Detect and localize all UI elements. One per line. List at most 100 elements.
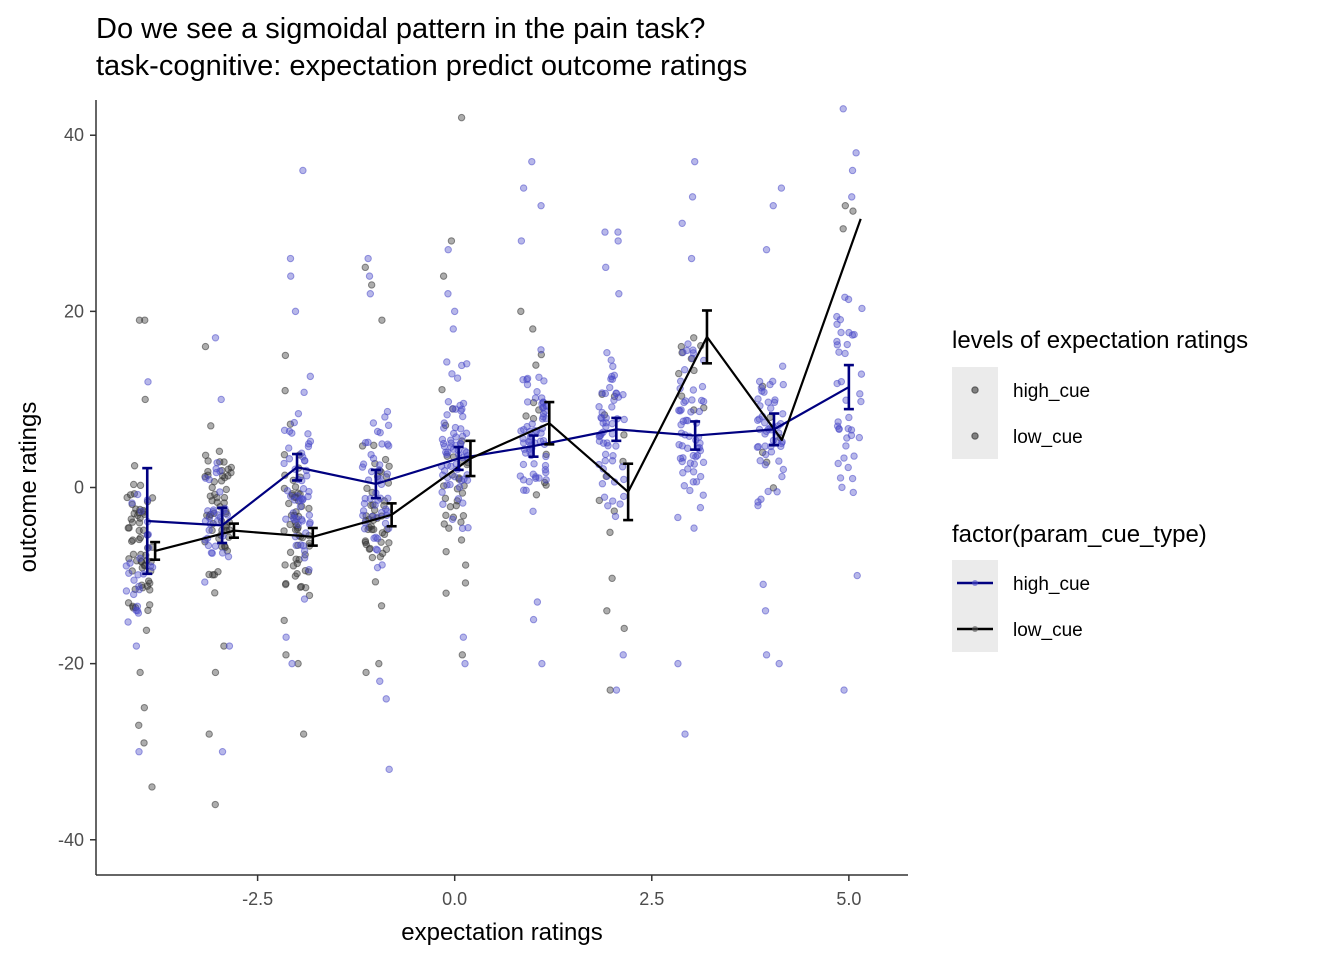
data-point-high-cue <box>600 493 609 501</box>
data-point-high-cue <box>306 372 315 381</box>
data-point-high-cue <box>291 496 299 504</box>
data-point-high-cue <box>134 571 142 579</box>
data-point-low-cue <box>146 579 154 587</box>
data-point-high-cue <box>608 375 617 384</box>
data-point-high-cue <box>601 450 610 459</box>
data-point-high-cue <box>754 501 762 510</box>
data-point-high-cue <box>128 499 136 507</box>
data-point-high-cue <box>689 478 698 486</box>
data-point-high-cue <box>619 651 627 659</box>
data-point-low-cue <box>211 668 220 677</box>
x-tick-label: 2.5 <box>639 889 664 909</box>
data-point-high-cue <box>691 157 699 166</box>
data-point-high-cue <box>612 442 620 450</box>
legend-line-high-cue-label: high_cue <box>1013 574 1090 595</box>
data-point-high-cue <box>205 475 213 484</box>
data-point-low-cue <box>305 504 313 513</box>
data-point-high-cue <box>384 494 392 503</box>
data-point-high-cue <box>535 474 543 482</box>
error-bar-low-cue <box>701 309 712 365</box>
data-point-high-cue <box>599 439 608 447</box>
error-bar-low-cue <box>544 400 555 446</box>
data-point-low-cue <box>690 334 698 342</box>
data-point-high-cue <box>778 472 786 481</box>
series-line-high-cue <box>147 386 850 527</box>
data-point-high-cue <box>144 378 152 386</box>
data-point-low-cue <box>299 730 308 738</box>
data-point-high-cue <box>522 486 530 495</box>
data-point-high-cue <box>443 358 451 366</box>
data-point-high-cue <box>689 386 698 394</box>
data-point-low-cue <box>367 522 375 530</box>
data-point-high-cue <box>604 502 612 510</box>
data-point-high-cue <box>218 748 227 756</box>
data-point-high-cue <box>524 438 533 446</box>
data-point-low-cue <box>289 562 298 570</box>
data-point-low-cue <box>282 651 290 659</box>
data-point-high-cue <box>122 562 131 570</box>
data-point-low-cue <box>211 589 219 597</box>
data-point-low-cue <box>378 549 387 558</box>
data-point-high-cue <box>447 439 455 447</box>
data-point-high-cue <box>602 419 610 427</box>
data-point-high-cue <box>124 618 132 626</box>
data-point-low-cue <box>208 483 216 492</box>
x-axis-title: expectation ratings <box>401 919 602 946</box>
data-point-high-cue <box>616 500 624 508</box>
data-point-high-cue <box>777 184 786 192</box>
data-point-high-cue <box>620 415 628 424</box>
series-lines <box>147 218 862 552</box>
data-point-high-cue <box>378 440 386 448</box>
data-point-high-cue <box>289 509 297 517</box>
data-point-high-cue <box>615 290 623 298</box>
data-point-high-cue <box>837 328 845 337</box>
data-point-low-cue <box>281 351 290 360</box>
data-point-low-cue <box>459 512 468 520</box>
data-point-low-cue <box>368 553 377 562</box>
data-point-low-cue <box>361 537 370 545</box>
data-point-high-cue <box>754 416 762 424</box>
data-point-low-cue <box>214 568 222 576</box>
data-point-high-cue <box>384 421 393 430</box>
data-point-high-cue <box>619 390 627 399</box>
data-point-high-cue <box>132 642 141 650</box>
data-point-high-cue <box>125 569 133 577</box>
data-point-high-cue <box>848 474 857 483</box>
data-point-high-cue <box>523 375 531 384</box>
y-axis-ticks: -40 -20 0 20 40 <box>58 125 96 850</box>
data-point-high-cue <box>529 507 537 516</box>
data-point-low-cue <box>377 602 386 610</box>
data-point-high-cue <box>698 382 707 391</box>
data-point-low-cue <box>461 561 470 569</box>
data-point-high-cue <box>464 524 472 532</box>
data-point-high-cue <box>361 438 370 447</box>
data-point-high-cue <box>834 418 842 426</box>
data-point-high-cue <box>842 442 850 450</box>
data-point-high-cue <box>607 356 615 364</box>
data-point-high-cue <box>372 545 380 554</box>
data-point-low-cue <box>361 263 369 272</box>
data-point-low-cue <box>442 547 450 556</box>
data-point-low-cue <box>458 489 467 497</box>
data-point-high-cue <box>133 607 142 615</box>
data-point-high-cue <box>837 377 846 386</box>
data-point-high-cue <box>135 582 143 591</box>
data-point-high-cue <box>448 405 457 413</box>
data-point-high-cue <box>533 598 542 606</box>
data-point-low-cue <box>201 342 210 351</box>
data-point-high-cue <box>294 520 302 529</box>
data-point-high-cue <box>602 263 610 272</box>
data-point-high-cue <box>612 389 621 398</box>
data-point-high-cue <box>674 513 682 522</box>
data-point-high-cue <box>761 461 770 469</box>
data-point-high-cue <box>764 487 772 496</box>
data-point-high-cue <box>839 105 847 113</box>
data-point-high-cue <box>291 307 300 316</box>
data-point-high-cue <box>135 748 143 756</box>
data-point-high-cue <box>364 254 372 263</box>
error-bar-high-cue <box>611 416 622 443</box>
data-point-high-cue <box>695 407 704 416</box>
data-point-high-cue <box>516 472 525 480</box>
data-point-high-cue <box>689 468 698 476</box>
legend-line-low-cue-dot <box>972 626 978 632</box>
